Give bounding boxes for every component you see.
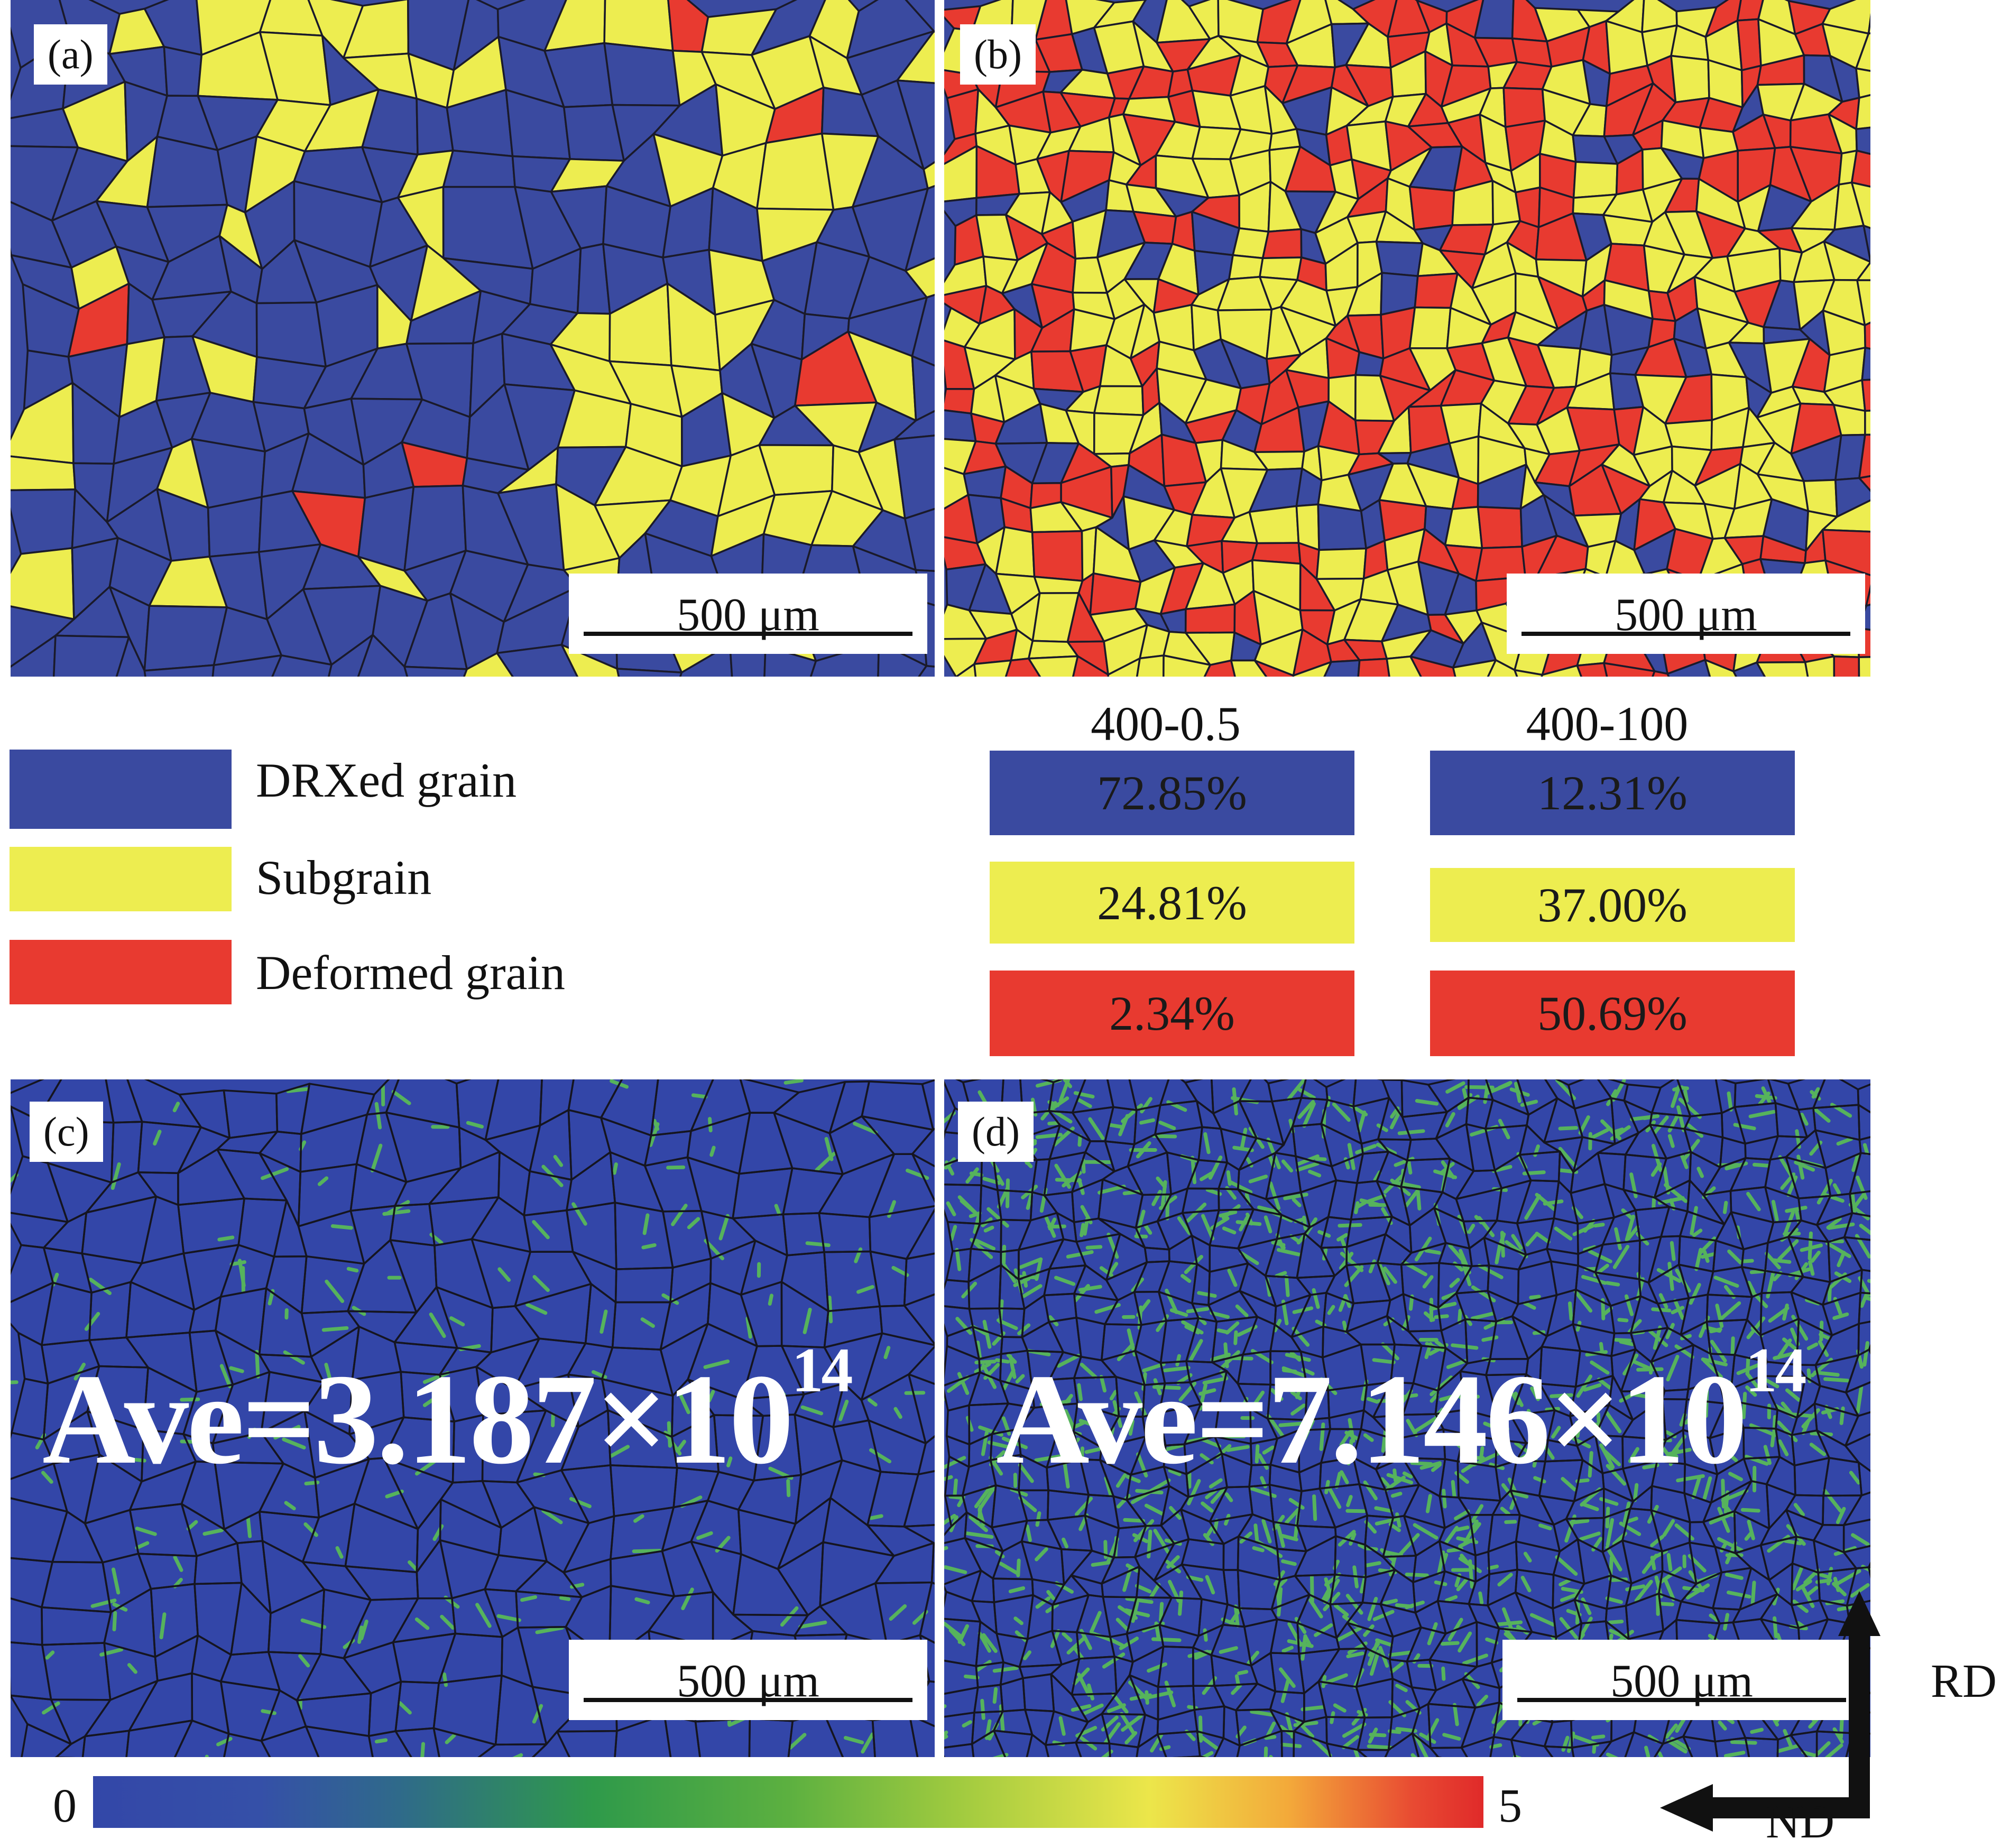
- average-density-c-value: Ave=3.187×10: [42, 1347, 791, 1491]
- legend-label-subgrain: Subgrain: [256, 853, 431, 902]
- rd-axis-label: RD: [1931, 1658, 1997, 1705]
- fraction-deformed-400-0.5: 2.34%: [990, 971, 1354, 1056]
- panel-c-map: (c) Ave=3.187×1014 500 μm: [11, 1079, 935, 1757]
- column-header-400-100: 400-100: [1422, 696, 1792, 752]
- column-header-400-0.5: 400-0.5: [981, 696, 1351, 752]
- fraction-drx-400-100: 12.31%: [1430, 751, 1795, 835]
- legend-swatch-deformed: [10, 940, 232, 1004]
- scale-bar-c: 500 μm: [569, 1640, 927, 1720]
- panel-b-tag: (b): [960, 24, 1036, 85]
- panel-b-map: (b) 500 μm: [944, 0, 1870, 677]
- average-density-d-value: Ave=7.146×10: [996, 1347, 1745, 1491]
- scale-bar-a: 500 μm: [569, 574, 927, 654]
- panel-a-tag: (a): [34, 24, 107, 85]
- fraction-subgrain-400-100: 37.00%: [1430, 868, 1795, 942]
- average-density-c: Ave=3.187×1014: [42, 1354, 851, 1484]
- panel-c-tag: (c): [30, 1102, 103, 1162]
- average-density-c-exponent: 14: [791, 1335, 851, 1405]
- legend-swatch-subgrain: [10, 847, 232, 911]
- fraction-drx-400-0.5: 72.85%: [990, 751, 1354, 835]
- colorbar-gradient: [93, 1776, 1483, 1828]
- colorbar-max-label: 5: [1498, 1782, 1522, 1830]
- nd-arrow-icon: [1660, 1784, 1870, 1832]
- fraction-deformed-400-100: 50.69%: [1430, 971, 1795, 1056]
- average-density-d-exponent: 14: [1745, 1335, 1804, 1405]
- nd-axis-label: ND: [1766, 1798, 1834, 1846]
- rd-arrow-icon: [1838, 1591, 1880, 1818]
- legend-label-deformed: Deformed grain: [256, 948, 565, 997]
- scale-bar-a-line: [584, 632, 912, 636]
- legend-swatch-drx: [10, 750, 232, 829]
- scale-bar-c-line: [584, 1698, 912, 1702]
- panel-a-map: (a) 500 μm: [11, 0, 935, 677]
- fraction-subgrain-400-0.5: 24.81%: [990, 862, 1354, 944]
- scale-bar-b-line: [1522, 632, 1850, 636]
- scale-bar-b: 500 μm: [1507, 574, 1865, 654]
- average-density-d: Ave=7.146×1014: [996, 1354, 1804, 1484]
- panel-d-tag: (d): [958, 1102, 1034, 1162]
- legend-label-drx: DRXed grain: [256, 756, 517, 805]
- colorbar-min-label: 0: [53, 1782, 77, 1830]
